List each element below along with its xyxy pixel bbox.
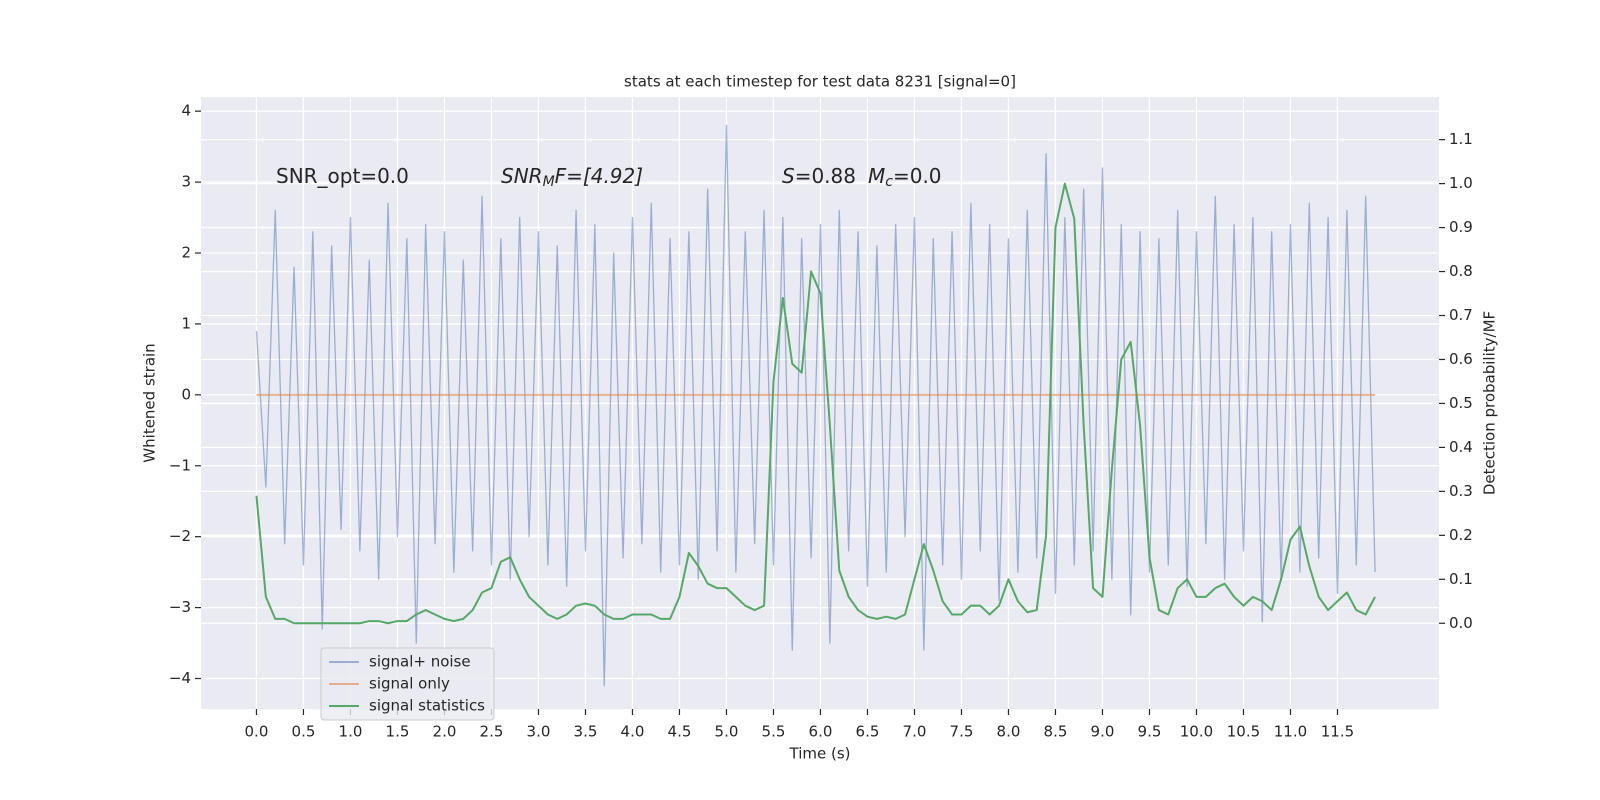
annotation-part: c: [885, 174, 893, 190]
x-tick-label: 7.5: [950, 723, 974, 741]
y-tick-label: −3: [169, 598, 191, 616]
x-tick-label: 5.0: [715, 723, 739, 741]
x-tick-label: 2.5: [480, 723, 504, 741]
y-tick-label: 0: [181, 385, 191, 403]
y2-tick-label: 0.1: [1449, 570, 1473, 588]
x-tick-label: 0.0: [245, 723, 269, 741]
annotation-part: SNR: [501, 164, 543, 188]
x-tick-label: 1.5: [386, 723, 410, 741]
y-tick-label: −2: [169, 527, 191, 545]
x-tick-label: 6.5: [856, 723, 880, 741]
legend-label: signal statistics: [369, 697, 485, 715]
x-tick-label: 10.0: [1180, 723, 1213, 741]
x-tick-label: 11.5: [1321, 723, 1354, 741]
x-tick-label: 5.5: [762, 723, 786, 741]
x-tick-label: 1.0: [339, 723, 363, 741]
y-tick-label: 1: [181, 314, 191, 332]
y2-tick-label: 0.2: [1449, 526, 1473, 544]
x-tick-label: 11.0: [1274, 723, 1307, 741]
x-tick-label: 10.5: [1227, 723, 1260, 741]
x-tick-label: 8.5: [1044, 723, 1068, 741]
y-tick-label: 3: [181, 173, 191, 191]
y2-tick-label: 1.0: [1449, 174, 1473, 192]
annotation-part: SNR_opt=0.0: [276, 164, 409, 188]
y-tick-label: 4: [181, 102, 191, 120]
y2-tick-label: 0.7: [1449, 306, 1473, 324]
annotation-part: S: [782, 164, 795, 188]
annotation-part: M: [868, 164, 885, 188]
x-tick-label: 6.0: [809, 723, 833, 741]
x-tick-label: 4.5: [668, 723, 692, 741]
y2-tick-label: 0.4: [1449, 438, 1473, 456]
x-axis-label: Time (s): [789, 745, 851, 763]
x-tick-label: 2.0: [433, 723, 457, 741]
y-tick-label: 2: [181, 244, 191, 262]
y-tick-label: −4: [169, 669, 191, 687]
annotation: SNRMF=[4.92]: [501, 164, 643, 191]
x-tick-label: 8.0: [997, 723, 1021, 741]
legend-label: signal+ noise: [369, 653, 471, 671]
series-line: [255, 124, 1376, 687]
y2-tick-label: 0.8: [1449, 262, 1473, 280]
y2-tick-label: 0.0: [1449, 614, 1473, 632]
y2-tick-label: 0.5: [1449, 394, 1473, 412]
y-axis-label: Whitened strain: [141, 343, 159, 462]
y2-tick-label: 0.6: [1449, 350, 1473, 368]
annotation: S=0.88 Mc=0.0: [782, 164, 942, 191]
annotation-part: =0.88: [795, 164, 856, 188]
annotation-part: F=[4.92]: [555, 164, 643, 188]
x-tick-label: 7.0: [903, 723, 927, 741]
x-tick-label: 0.5: [292, 723, 316, 741]
annotation: SNR_opt=0.0: [276, 164, 409, 188]
x-tick-label: 3.5: [574, 723, 598, 741]
annotation-part: =0.0: [893, 164, 942, 188]
legend-box: [320, 647, 495, 721]
x-tick-label: 4.0: [621, 723, 645, 741]
y2-tick-label: 0.3: [1449, 482, 1473, 500]
y2-tick-label: 1.1: [1449, 130, 1473, 148]
y-tick-label: −1: [169, 456, 191, 474]
chart-title: stats at each timestep for test data 823…: [624, 73, 1016, 91]
x-tick-label: 9.0: [1091, 723, 1115, 741]
legend-label: signal only: [369, 675, 450, 693]
series-line: [255, 182, 1376, 625]
x-tick-label: 3.0: [527, 723, 551, 741]
y2-tick-label: 0.9: [1449, 218, 1473, 236]
y2-axis-label: Detection probability/MF: [1481, 311, 1499, 495]
annotation-part: M: [543, 174, 555, 190]
x-tick-label: 9.5: [1138, 723, 1162, 741]
